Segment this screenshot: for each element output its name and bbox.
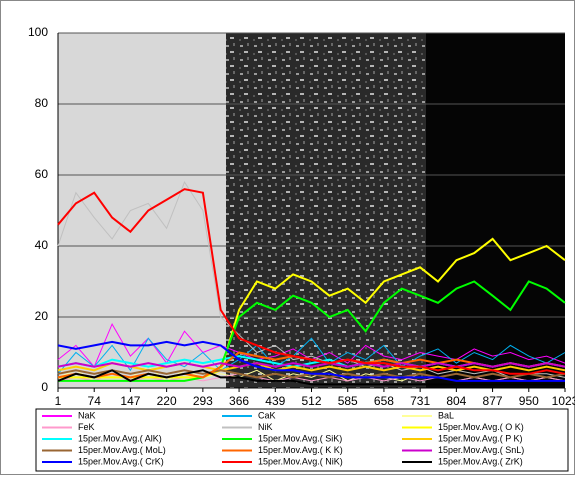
- legend-label: 15per.Mov.Avg.( NiK): [258, 456, 343, 466]
- x-tick-label: 439: [265, 394, 285, 408]
- x-tick-label: 731: [410, 394, 430, 408]
- legend-label: 15per.Mov.Avg.( SnL): [438, 445, 524, 455]
- legend-label: BaL: [438, 410, 454, 420]
- legend-label: 15per.Mov.Avg.( ZrK): [438, 456, 523, 466]
- x-tick-label: 1023: [552, 394, 575, 408]
- x-tick-label: 804: [446, 394, 466, 408]
- y-tick-label: 80: [35, 96, 49, 110]
- y-tick-label: 0: [41, 380, 48, 394]
- legend-label: NaK: [78, 410, 96, 420]
- y-tick-label: 40: [35, 238, 49, 252]
- legend-label: 15per.Mov.Avg.( K K): [258, 445, 343, 455]
- legend-label: 15per.Mov.Avg.( MoL): [78, 445, 166, 455]
- legend-label: 15per.Mov.Avg.( CrK): [78, 456, 164, 466]
- x-tick-label: 293: [193, 394, 213, 408]
- legend-label: 15per.Mov.Avg.( O K): [438, 422, 524, 432]
- x-tick-label: 877: [483, 394, 503, 408]
- x-tick-label: 220: [157, 394, 177, 408]
- x-tick-label: 147: [120, 394, 140, 408]
- chart: NaKCaKBaLFeKNiK15per.Mov.Avg.( O K)15per…: [0, 0, 575, 475]
- x-tick-label: 950: [519, 394, 539, 408]
- legend-label: FeK: [78, 422, 95, 432]
- x-tick-label: 1: [55, 394, 62, 408]
- legend-label: CaK: [258, 410, 276, 420]
- x-tick-label: 585: [338, 394, 358, 408]
- y-tick-label: 60: [35, 167, 49, 181]
- legend-label: 15per.Mov.Avg.( AlK): [78, 433, 162, 443]
- legend-label: NiK: [258, 422, 273, 432]
- background-image: [58, 33, 565, 388]
- legend-label: 15per.Mov.Avg.( P K): [438, 433, 523, 443]
- x-tick-label: 74: [88, 394, 102, 408]
- x-tick-label: 366: [229, 394, 249, 408]
- legend-label: 15per.Mov.Avg.( SiK): [258, 433, 342, 443]
- x-tick-label: 658: [374, 394, 394, 408]
- y-tick-label: 20: [35, 309, 49, 323]
- y-tick-label: 100: [28, 25, 48, 39]
- x-tick-label: 512: [301, 394, 321, 408]
